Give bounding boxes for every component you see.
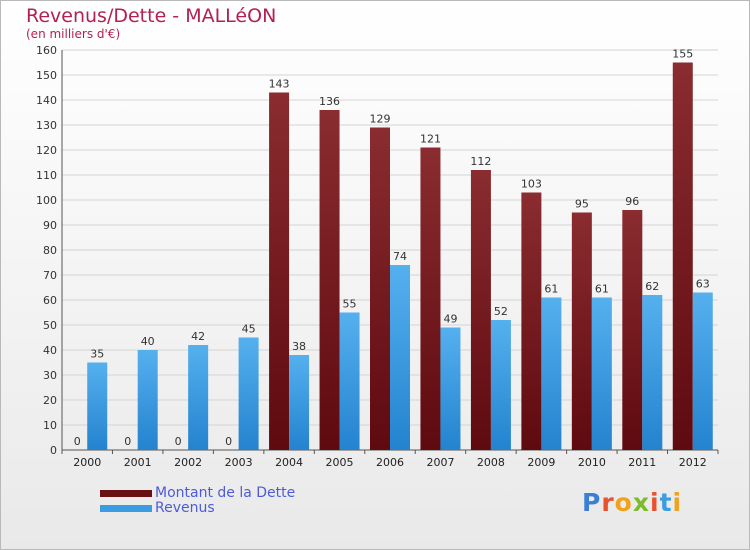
bar-dette	[622, 210, 643, 450]
legend-item-revenus: Revenus	[100, 501, 295, 516]
legend-label-revenus: Revenus	[155, 500, 215, 516]
y-tick-label: 70	[43, 269, 57, 282]
bar-revenus	[490, 320, 511, 450]
x-tick-label: 2008	[477, 456, 505, 469]
logo-text: Proxiti	[582, 488, 682, 517]
x-tick-label: 2000	[73, 456, 101, 469]
y-tick-label: 110	[36, 169, 57, 182]
y-tick-label: 0	[50, 444, 57, 457]
data-label-dette: 112	[470, 155, 491, 168]
data-label-revenus: 49	[443, 313, 457, 326]
data-label-revenus: 62	[645, 280, 659, 293]
data-label-revenus: 52	[494, 305, 508, 318]
bar-dette	[319, 110, 340, 450]
x-tick-label: 2007	[426, 456, 454, 469]
bar-dette	[470, 170, 491, 450]
data-label-revenus: 74	[393, 250, 407, 263]
data-label-dette: 129	[370, 113, 391, 126]
logo-letter: i	[672, 488, 683, 517]
y-tick-label: 130	[36, 119, 57, 132]
legend-item-dette: Montant de la Dette	[100, 486, 295, 501]
y-tick-label: 10	[43, 419, 57, 432]
data-label-dette: 121	[420, 133, 441, 146]
proxiti-logo: Proxiti	[582, 488, 682, 517]
chart-subtitle: (en milliers d'€)	[26, 27, 121, 41]
data-label-dette: 0	[225, 435, 232, 448]
data-label-revenus: 40	[141, 335, 155, 348]
logo-letter: i	[650, 488, 660, 517]
bar-revenus	[289, 355, 310, 450]
data-label-dette: 136	[319, 95, 340, 108]
x-tick-label: 2012	[679, 456, 707, 469]
bar-revenus	[188, 345, 209, 450]
logo-letter: x	[632, 488, 650, 517]
data-label-dette: 0	[124, 435, 131, 448]
bar-dette	[521, 192, 542, 450]
x-tick-label: 2002	[174, 456, 202, 469]
x-tick-label: 2006	[376, 456, 404, 469]
bar-dette	[269, 92, 290, 450]
data-label-dette: 96	[625, 195, 639, 208]
x-tick-label: 2005	[326, 456, 354, 469]
y-tick-label: 80	[43, 244, 57, 257]
x-tick-label: 2004	[275, 456, 303, 469]
logo-letter: P	[582, 488, 602, 517]
bar-dette	[370, 127, 390, 450]
y-tick-label: 40	[43, 344, 57, 357]
y-tick-label: 120	[36, 144, 57, 157]
x-tick-label: 2010	[578, 456, 606, 469]
y-tick-label: 100	[36, 194, 57, 207]
logo-letter: o	[614, 488, 633, 517]
y-tick-label: 60	[43, 294, 57, 307]
data-label-revenus: 63	[696, 278, 710, 291]
chart-title: Revenus/Dette - MALLéON	[26, 5, 277, 27]
x-tick-label: 2003	[225, 456, 253, 469]
bar-dette	[571, 212, 592, 450]
bar-revenus	[440, 327, 461, 450]
bars	[87, 62, 713, 450]
bar-revenus	[390, 265, 410, 450]
x-tick-label: 2011	[628, 456, 656, 469]
y-tick-label: 160	[36, 44, 57, 57]
data-label-dette: 0	[74, 435, 81, 448]
bar-revenus	[339, 312, 360, 450]
data-label-revenus: 61	[595, 283, 609, 296]
y-tick-label: 140	[36, 94, 57, 107]
data-label-dette: 95	[575, 198, 589, 211]
legend-swatch-revenus	[100, 505, 152, 512]
bar-revenus	[642, 295, 663, 450]
data-label-revenus: 42	[191, 330, 205, 343]
data-label-revenus: 55	[343, 298, 357, 311]
legend-swatch-dette	[100, 490, 152, 497]
bar-revenus	[591, 297, 612, 450]
legend-label-dette: Montant de la Dette	[155, 485, 296, 501]
y-tick-label: 90	[43, 219, 57, 232]
bar-revenus	[87, 362, 108, 450]
bar-revenus	[692, 292, 713, 450]
bar-revenus	[541, 297, 562, 450]
bar-revenus	[137, 350, 158, 450]
data-label-revenus: 35	[90, 348, 104, 361]
data-label-revenus: 45	[242, 323, 256, 336]
data-label-revenus: 38	[292, 340, 306, 353]
bar-dette	[420, 147, 441, 450]
x-tick-label: 2009	[527, 456, 555, 469]
data-label-dette: 0	[175, 435, 182, 448]
data-labels: 0 35 0 40 0 42 0 45 143 38 136 55 129 74 121 49 112 52 103…	[74, 48, 710, 449]
logo-letter: r	[601, 488, 615, 517]
data-label-dette: 143	[269, 78, 290, 91]
legend: Montant de la Dette Revenus	[100, 486, 295, 516]
y-tick-label: 50	[43, 319, 57, 332]
data-label-dette: 103	[521, 178, 542, 191]
data-label-dette: 155	[672, 48, 693, 61]
data-label-revenus: 61	[544, 283, 558, 296]
x-tick-label: 2001	[124, 456, 152, 469]
y-tick-label: 20	[43, 394, 57, 407]
bar-revenus	[238, 337, 259, 450]
logo-letter: t	[659, 488, 673, 517]
y-tick-label: 30	[43, 369, 57, 382]
bar-dette	[672, 62, 693, 450]
y-tick-label: 150	[36, 69, 57, 82]
